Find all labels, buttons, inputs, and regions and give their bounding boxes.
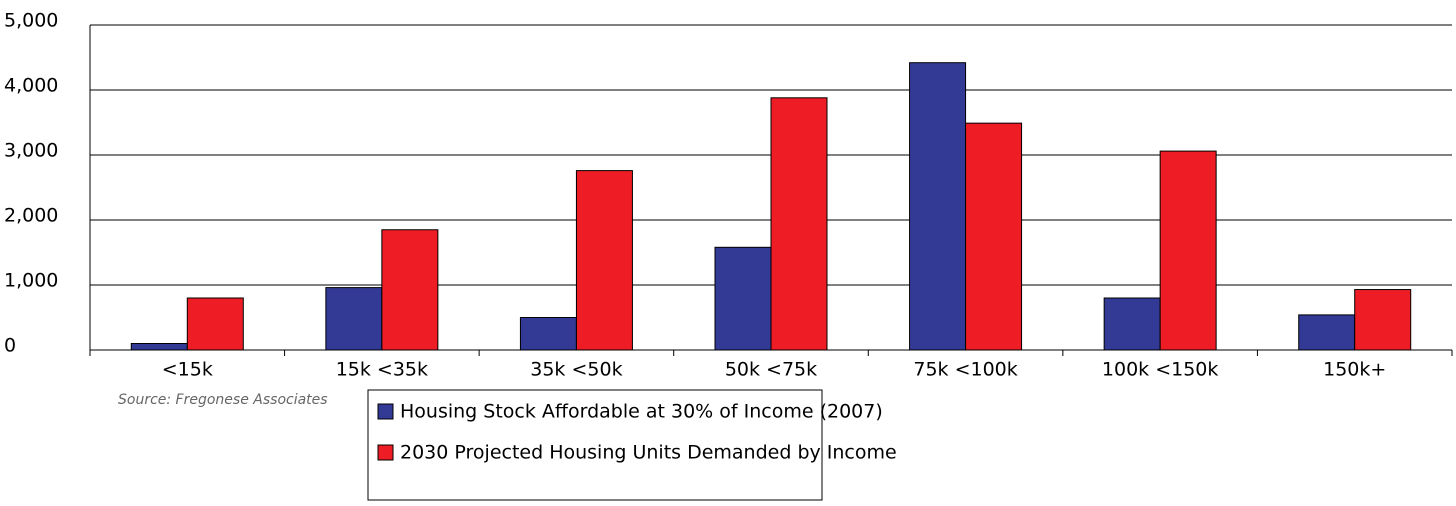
bar: [1103, 297, 1161, 351]
legend-box: [367, 389, 823, 501]
bar: [965, 122, 1023, 351]
bar: [381, 229, 439, 351]
bar: [325, 287, 383, 351]
bar: [1159, 150, 1217, 351]
y-tick-label: 1,000: [4, 270, 58, 292]
x-tick-label: 75k <100k: [913, 359, 1017, 381]
y-tick-label: 2,000: [4, 205, 58, 227]
x-tick-label: 35k <50k: [530, 359, 622, 381]
y-tick-label: 3,000: [4, 140, 58, 162]
legend-swatch: [377, 444, 394, 461]
x-tick-label: 150k+: [1323, 359, 1386, 381]
bar: [519, 317, 577, 351]
y-tick-label: 0: [4, 335, 16, 357]
x-tick-label: 100k <150k: [1102, 359, 1219, 381]
legend-label: 2030 Projected Housing Units Demanded by…: [400, 442, 897, 464]
y-tick-label: 5,000: [4, 10, 58, 32]
bar: [714, 246, 772, 351]
bar: [1298, 314, 1356, 351]
y-tick-label: 4,000: [4, 75, 58, 97]
bar: [909, 62, 967, 351]
x-tick-label: 15k <35k: [336, 359, 428, 381]
x-tick-label: <15k: [162, 359, 213, 381]
bar: [575, 170, 633, 351]
legend-label: Housing Stock Affordable at 30% of Incom…: [400, 401, 883, 423]
bar: [130, 343, 188, 351]
x-tick-label: 50k <75k: [725, 359, 817, 381]
legend-swatch: [377, 403, 394, 420]
source-note: Source: Fregonese Associates: [118, 392, 328, 408]
bar: [1354, 289, 1412, 351]
bar: [770, 97, 828, 351]
bar: [186, 297, 244, 351]
